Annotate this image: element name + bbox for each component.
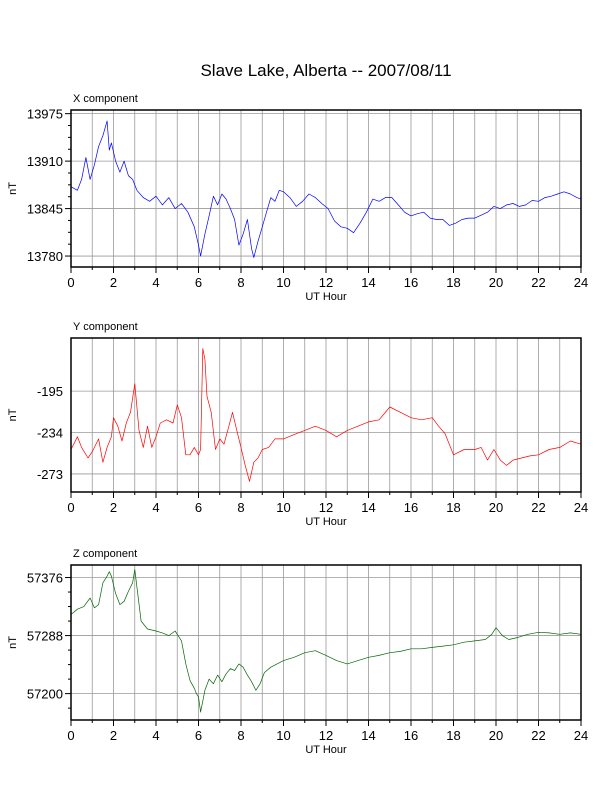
x-component-x-tick-label: 14 [361,275,375,290]
x-component-y-tick-label: 13845 [27,202,63,217]
x-component-x-tick-label: 24 [574,275,588,290]
x-component-x-axis-label: UT Hour [305,291,347,303]
y-component-x-tick-label: 6 [195,500,202,515]
x-component-x-tick-label: 2 [110,275,117,290]
y-component-x-tick-label: 22 [531,500,545,515]
x-component-x-tick-label: 20 [489,275,503,290]
z-component-y-axis-label: nT [7,636,19,649]
y-component-title: Y component [73,321,138,333]
y-component-y-axis-label: nT [7,408,19,421]
y-component-series-line [70,348,582,482]
y-component-y-tick-label: -234 [37,426,63,441]
x-component-x-tick-label: 0 [67,275,74,290]
y-component-x-tick-label: 24 [574,500,588,515]
y-component-y-tick-label: -273 [37,467,63,482]
z-component-x-tick-label: 4 [152,728,159,743]
z-component-x-tick-label: 20 [489,728,503,743]
y-component-x-tick-label: 20 [489,500,503,515]
y-component-x-tick-label: 8 [237,500,244,515]
x-component-x-tick-label: 16 [404,275,418,290]
x-component-y-tick-label: 13780 [27,249,63,264]
x-component-x-tick-label: 4 [152,275,159,290]
x-component-series-line [70,120,582,258]
z-component-x-tick-label: 24 [574,728,588,743]
z-component-x-axis-label: UT Hour [305,744,347,756]
y-component-horizontal-grid [71,390,581,475]
z-component-x-tick-label: 10 [276,728,290,743]
y-component-x-tick-label: 18 [446,500,460,515]
x-component-y-axis: 13780 13845 13910 13975 nT [7,107,71,264]
x-component-title: X component [73,93,138,105]
x-component-y-axis-label: nT [7,182,19,195]
x-component-vertical-grid [91,110,561,267]
z-component-x-tick-label: 16 [404,728,418,743]
y-component-x-tick-label: 14 [361,500,375,515]
z-component-x-tick-label: 12 [319,728,333,743]
x-component-x-tick-label: 22 [531,275,545,290]
z-component-x-tick-label: 22 [531,728,545,743]
z-component-y-tick-label: 57376 [27,571,63,586]
y-component-x-tick-label: 2 [110,500,117,515]
y-component-x-tick-label: 10 [276,500,290,515]
z-component-x-tick-label: 6 [195,728,202,743]
z-component-x-tick-label: 0 [67,728,74,743]
z-component-y-axis: 57200 57288 57376 nT [7,571,71,709]
z-component-y-tick-label: 57200 [27,687,63,702]
z-component-vertical-grid [91,565,561,720]
z-component-x-tick-label: 18 [446,728,460,743]
y-component-x-tick-label: 0 [67,500,74,515]
y-component-x-tick-label: 12 [319,500,333,515]
x-component-horizontal-grid [71,113,581,257]
z-component-series-line [70,569,582,713]
z-component-horizontal-grid [71,577,581,695]
z-component-x-tick-label: 2 [110,728,117,743]
y-component-y-tick-label: -195 [37,384,63,399]
chart-title: Slave Lake, Alberta -- 2007/08/11 [200,61,451,80]
z-component-x-tick-label: 14 [361,728,375,743]
z-component-y-tick-label: 57288 [27,629,63,644]
y-component-vertical-grid [91,338,561,492]
z-component-x-tick-label: 8 [237,728,244,743]
x-component-x-tick-label: 12 [319,275,333,290]
y-component-y-axis: -195 -234 -273 nT [7,384,63,482]
y-component-x-axis-label: UT Hour [305,516,347,528]
z-component-title: Z component [73,548,137,560]
x-component-y-tick-label: 13975 [27,107,63,122]
y-component-x-tick-label: 16 [404,500,418,515]
x-component-x-tick-label: 6 [195,275,202,290]
x-component-x-tick-label: 18 [446,275,460,290]
x-component-x-tick-label: 8 [237,275,244,290]
x-component-y-tick-label: 13910 [27,154,63,169]
y-component-x-tick-label: 4 [152,500,159,515]
x-component-x-tick-label: 10 [276,275,290,290]
